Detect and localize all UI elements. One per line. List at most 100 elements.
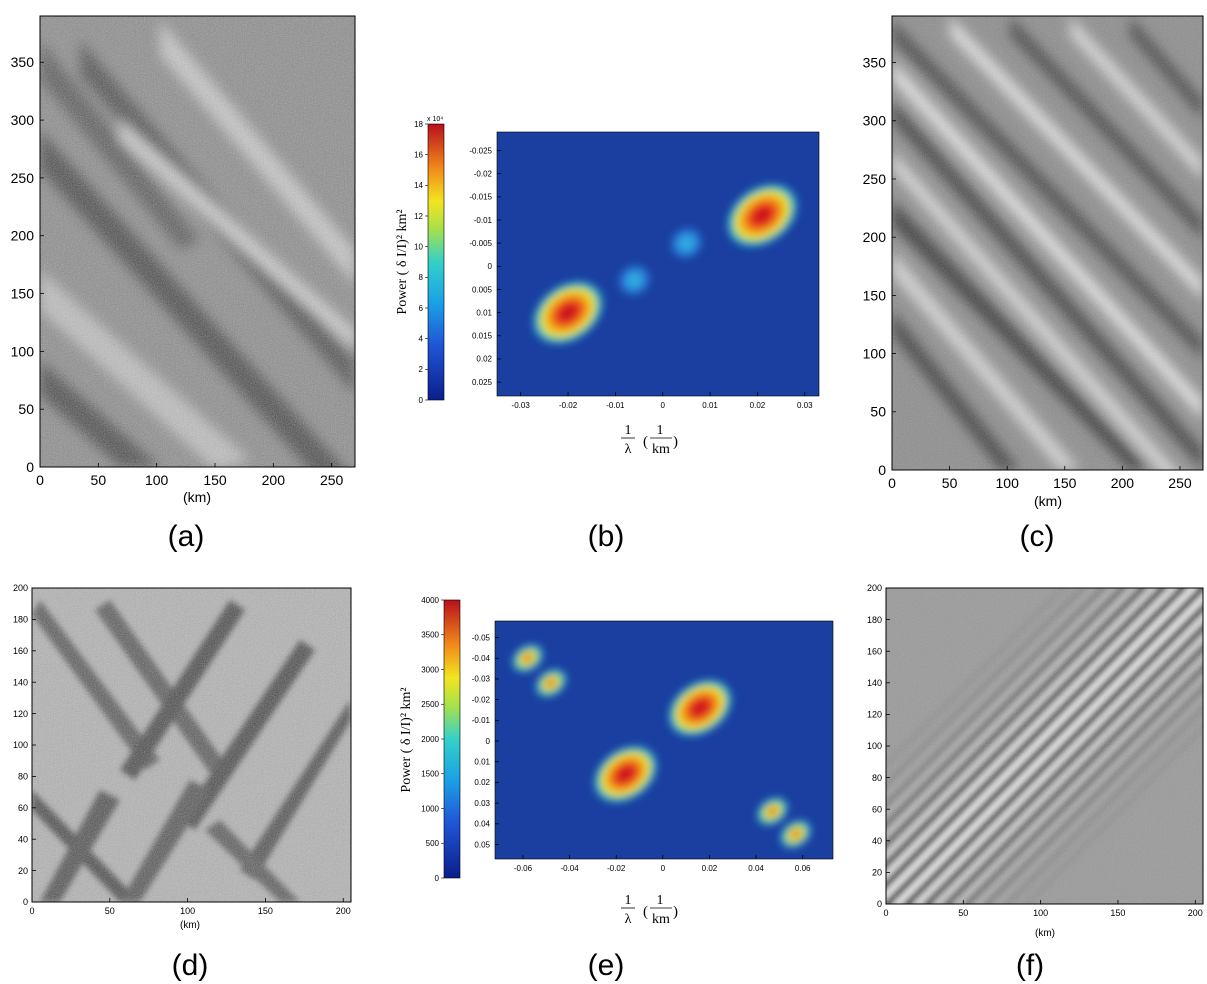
- panel-b-colorbar: [427, 123, 445, 401]
- panel-b-xtick-label: -0.02: [559, 401, 578, 410]
- panel-a-ytick-label: 0: [26, 459, 34, 475]
- panel-e-colorbar-tick-label: 500: [426, 839, 440, 848]
- panel-b-xtick-label: -0.03: [512, 401, 531, 410]
- panel-b-ytick-label: 0: [488, 262, 493, 271]
- panel-d-image: [32, 588, 351, 902]
- panel-c-xtick-label: 250: [1168, 475, 1192, 491]
- panel-e-ytick-label: -0.01: [472, 716, 491, 725]
- panel-e-colorbar-tick-label: 3500: [421, 631, 439, 640]
- panel-c-ytick-label: 50: [870, 404, 886, 420]
- panel-c-ytick-label: 300: [863, 113, 887, 129]
- panel-c-xtick-label: 50: [942, 475, 958, 491]
- panel-e-xtick-label: 0.02: [702, 864, 718, 873]
- panel-b-xlabel: 1 λ ( 1 km ): [621, 423, 678, 457]
- panel-f-ytick-label: 140: [867, 678, 882, 688]
- panel-c-xtick-label: 200: [1111, 475, 1135, 491]
- panel-a-ytick-label: 50: [18, 401, 34, 417]
- panel-e-xtick-label: 0.06: [795, 864, 811, 873]
- panel-b-peak: [667, 224, 706, 262]
- panel-f-ytick-label: 40: [872, 836, 882, 846]
- panel-b-colorbar-tick-label: 18: [414, 120, 423, 129]
- panel-f-ytick-label: 0: [877, 899, 882, 909]
- panel-d-ytick-label: 160: [13, 646, 28, 656]
- panel-b-peak: [614, 261, 654, 299]
- panel-e-ytick-label: -0.05: [472, 633, 491, 642]
- svg-text:km: km: [652, 442, 670, 457]
- panel-b-colorbar-tick-label: 8: [419, 273, 424, 282]
- panel-e-xlabel: 1 λ ( 1 km ): [621, 893, 678, 927]
- panel-d-ytick-label: 140: [13, 677, 28, 687]
- panel-b-ytick-label: -0.015: [469, 193, 492, 202]
- panel-f-label: (f): [1016, 949, 1044, 982]
- panel-e-frame: [494, 620, 834, 860]
- panel-c-image: [892, 16, 1203, 470]
- panel-c-ytick-label: 350: [863, 54, 887, 70]
- panel-b-colorbar-tick-label: 12: [414, 212, 423, 221]
- panel-e-ytick-label: 0: [486, 737, 491, 746]
- panel-e-ytick-label: 0.01: [474, 758, 490, 767]
- panel-c-ytick-label: 200: [863, 229, 887, 245]
- panel-a-xtick-label: 200: [262, 472, 286, 488]
- panel-d-label: (d): [172, 949, 209, 982]
- panel-e-label: (e): [588, 949, 625, 982]
- panel-a-ytick-label: 350: [11, 54, 35, 70]
- panel-b-xtick-label: 0: [661, 401, 666, 410]
- svg-text:1: 1: [625, 893, 632, 908]
- panel-e-plot-area: [495, 621, 833, 859]
- svg-text:λ: λ: [625, 912, 632, 927]
- panel-e-xtick-label: -0.06: [514, 864, 533, 873]
- panel-b-power-label: Power ( δ I/I)² km²: [395, 209, 410, 314]
- panel-f-ytick-label: 60: [872, 804, 882, 814]
- panel-c: 0 50 100 150 200 250 0 50 100 150 200 250 300 350 (km…: [863, 15, 1204, 553]
- panel-e-xtick-label: 0.04: [748, 864, 764, 873]
- panel-f-xunit: (km): [1035, 928, 1055, 939]
- panel-c-ytick-label: 0: [878, 462, 886, 478]
- panel-b-ytick-label: 0.01: [476, 308, 492, 317]
- panel-a-ytick-label: 150: [11, 285, 35, 301]
- panel-d-ytick-label: 80: [18, 772, 28, 782]
- panel-f-xtick-label: 100: [1033, 908, 1048, 918]
- panel-b-xtick-label: 0.02: [750, 401, 766, 410]
- panel-e-ytick-label: 0.02: [474, 778, 490, 787]
- panel-c-ytick-label: 250: [863, 171, 887, 187]
- panel-b-colorbar-tick-label: 14: [414, 181, 423, 190]
- panel-a-frame: [39, 15, 356, 468]
- panel-c-xtick-label: 150: [1053, 475, 1077, 491]
- svg-text:(: (: [643, 904, 648, 920]
- panel-d: 0 50 100 150 200020406080100120140160180200 …: [13, 583, 352, 982]
- panel-a-xunit: (km): [183, 489, 211, 505]
- panel-e-peak: [665, 676, 735, 739]
- panel-e-xtick-label: -0.04: [560, 864, 579, 873]
- panel-e-xtick-label: -0.02: [607, 864, 626, 873]
- panel-e-ytick-label: 0.05: [474, 840, 490, 849]
- panel-b-frame: [496, 131, 820, 397]
- panel-b-ytick-label: -0.025: [469, 146, 492, 155]
- panel-b-ytick-label: 0.005: [472, 285, 493, 294]
- panel-d-xunit: (km): [180, 920, 200, 931]
- panel-f-ytick-label: 160: [867, 646, 882, 656]
- panel-e-peak: [754, 795, 791, 828]
- svg-text:λ: λ: [625, 442, 632, 457]
- panel-d-xtick-label: 0: [29, 906, 34, 916]
- panel-b-xtick-label: 0.03: [797, 401, 813, 410]
- panel-e-power-label: Power ( δ I/I)² km²: [399, 687, 414, 792]
- panel-b-ytick-label: -0.01: [474, 216, 493, 225]
- panel-d-xtick-label: 150: [258, 906, 273, 916]
- panel-a-xtick-label: 100: [145, 472, 169, 488]
- panel-f-ytick-label: 80: [872, 773, 882, 783]
- panel-e-peak: [509, 641, 546, 675]
- panel-a-xtick-label: 150: [203, 472, 227, 488]
- panel-d-ytick-label: 100: [13, 740, 28, 750]
- panel-e-peak: [777, 817, 814, 851]
- panel-e-colorbar-tick-label: 2000: [421, 735, 439, 744]
- panel-b-colorbar-tick-label: 16: [414, 150, 423, 159]
- panel-a-xtick-label: 250: [320, 472, 344, 488]
- panel-b-peak: [529, 278, 607, 348]
- panel-a-ytick-label: 100: [11, 343, 35, 359]
- panel-a-xtick-label: 0: [36, 472, 44, 488]
- panel-b-colorbar-tick-label: 4: [419, 334, 424, 343]
- panel-b-ytick-label: -0.005: [469, 239, 492, 248]
- panel-f-ytick-label: 120: [867, 710, 882, 720]
